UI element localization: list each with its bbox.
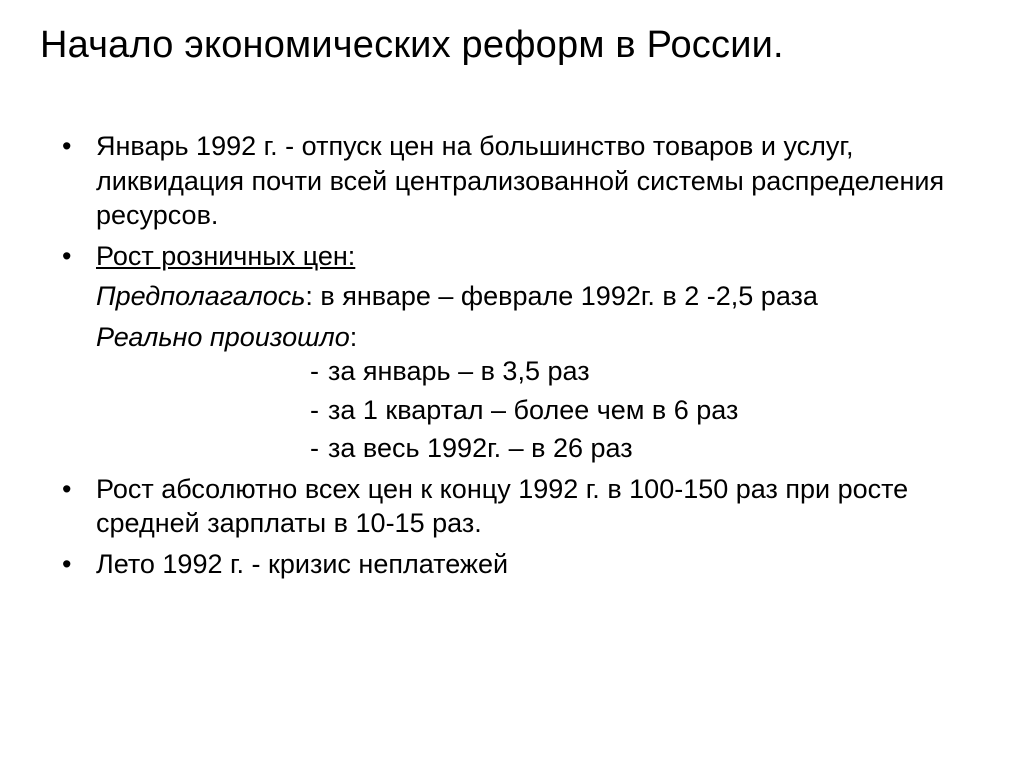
bullet-item-3: Рост абсолютно всех цен к концу 1992 г. …	[40, 472, 984, 541]
sub-item-1-text: за январь – в 3,5 раз	[328, 356, 590, 386]
bullet-item-4: Лето 1992 г. - кризис неплатежей	[40, 547, 984, 582]
actual-colon: :	[350, 322, 358, 352]
actual-sublist: за январь – в 3,5 раз за 1 квартал – бол…	[96, 354, 984, 466]
retail-prices-label: Рост розничных цен:	[96, 241, 355, 271]
bullet-item-1: Январь 1992 г. - отпуск цен на большинст…	[40, 129, 984, 233]
slide-title: Начало экономических реформ в России.	[40, 24, 984, 67]
sub-item-3: за весь 1992г. – в 26 раз	[96, 431, 984, 466]
actual-label: Реально произошло	[96, 322, 350, 352]
expected-line: Предполагалось: в январе – феврале 1992г…	[40, 279, 984, 314]
content-list: Январь 1992 г. - отпуск цен на большинст…	[40, 129, 984, 582]
actual-line: Реально произошло: за январь – в 3,5 раз…	[40, 320, 984, 466]
sub-item-1: за январь – в 3,5 раз	[96, 354, 984, 389]
sub-item-2: за 1 квартал – более чем в 6 раз	[96, 393, 984, 428]
expected-label: Предполагалось	[96, 281, 305, 311]
bullet-item-2: Рост розничных цен:	[40, 239, 984, 274]
expected-text: : в январе – феврале 1992г. в 2 -2,5 раз…	[305, 281, 818, 311]
